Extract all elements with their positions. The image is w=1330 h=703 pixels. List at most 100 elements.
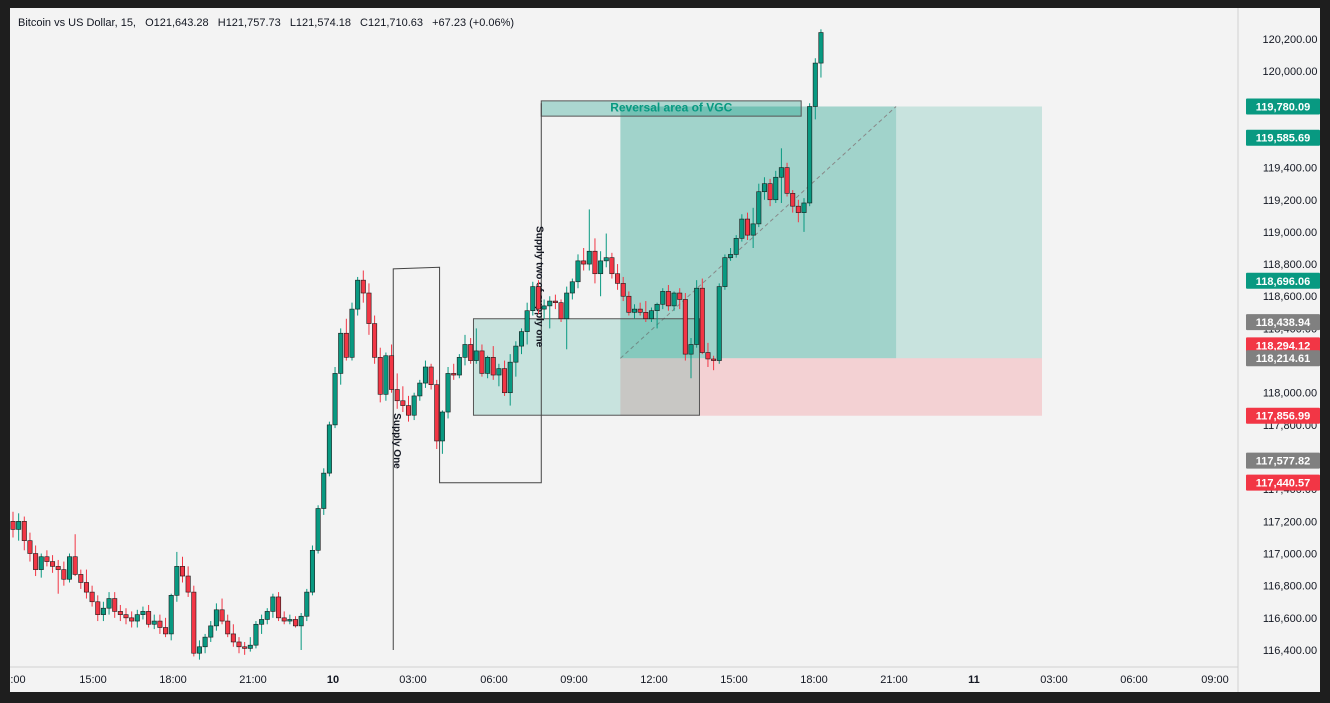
price-tag-label: 118,214.61 <box>1256 353 1310 365</box>
candle-body <box>434 384 440 442</box>
price-tag-bg <box>1246 474 1320 491</box>
candle-body <box>767 183 773 201</box>
candle-body <box>473 350 479 361</box>
price-tag-label: 119,780.09 <box>1256 101 1310 113</box>
candle-body <box>722 257 728 287</box>
candle-body <box>699 287 705 353</box>
candle-body <box>27 540 33 554</box>
candle-body <box>541 305 547 310</box>
symbol-legend: Bitcoin vs US Dollar, 15, O121,643.28 H1… <box>18 17 520 29</box>
candle-body <box>44 556 50 562</box>
candle-body <box>677 292 683 300</box>
candle-body <box>603 257 609 262</box>
candle-body <box>496 368 502 376</box>
candle-body <box>569 281 575 294</box>
candle-body <box>163 627 169 635</box>
candle-body <box>417 382 423 397</box>
candle-body <box>490 357 496 376</box>
reversal-label: Reversal area of VGC <box>610 101 732 115</box>
candle-body <box>89 591 95 603</box>
candle-body <box>55 566 61 570</box>
y-tick-label: 117,200.00 <box>1263 516 1317 528</box>
candle-body <box>456 357 462 376</box>
candle-body <box>790 193 796 207</box>
price-tag-bg <box>1246 350 1320 367</box>
candle-body <box>807 106 813 204</box>
price-tag-label: 118,696.06 <box>1256 276 1310 288</box>
x-tick-label: 18:00 <box>800 674 828 686</box>
candle-body <box>502 368 508 394</box>
price-tag-bg <box>1246 272 1320 289</box>
candle-body <box>157 620 163 628</box>
candle-body <box>292 619 298 627</box>
y-tick-label: 117,000.00 <box>1263 549 1317 561</box>
candle-body <box>586 250 592 265</box>
candle-body <box>112 598 118 612</box>
price-tag-bg <box>1246 129 1320 146</box>
candle-body <box>253 623 259 646</box>
candle-body <box>66 556 72 580</box>
candle-body <box>174 566 180 596</box>
candle-body <box>485 357 491 374</box>
candle-body <box>468 344 474 361</box>
candle-body <box>360 279 366 294</box>
candle-body <box>287 619 293 622</box>
candle-body <box>756 191 762 225</box>
candle-body <box>372 323 378 358</box>
candle-body <box>405 405 411 416</box>
y-tick-label: 120,200.00 <box>1262 34 1317 46</box>
candle-body <box>276 596 282 619</box>
target-zone-extension <box>896 106 1042 359</box>
candle-body <box>259 619 265 625</box>
supply-one-label: Supply One <box>391 413 402 469</box>
candle-body <box>202 636 208 648</box>
candle-body <box>631 308 637 313</box>
y-tick-label: 116,400.00 <box>1263 645 1317 657</box>
candle-body <box>784 167 790 194</box>
candle-body <box>321 472 327 509</box>
y-tick-label: 119,200.00 <box>1263 195 1317 207</box>
candle-body <box>146 611 152 625</box>
candle-body <box>264 611 270 620</box>
candle-body <box>21 521 27 541</box>
x-tick-label: 10 <box>327 674 339 686</box>
x-tick-label: 06:00 <box>480 674 508 686</box>
candle-body <box>236 641 242 648</box>
candle-body <box>247 644 253 649</box>
y-tick-label: 118,000.00 <box>1263 388 1317 400</box>
candle-body <box>733 238 739 255</box>
candle-body <box>50 561 56 567</box>
x-tick-label: 09:00 <box>1201 674 1229 686</box>
y-tick-label: 118,600.00 <box>1263 291 1317 303</box>
candle-body <box>598 260 604 275</box>
candle-body <box>812 62 818 107</box>
legend-change: +67.23 (+0.06%) <box>432 17 515 29</box>
candle-body <box>575 260 581 283</box>
candle-body <box>298 615 304 627</box>
candle-body <box>95 601 101 615</box>
x-tick-label: 15:00 <box>79 674 107 686</box>
entry-target-dashed-line <box>620 106 897 359</box>
candle-body <box>688 344 694 355</box>
candle-body <box>185 575 191 593</box>
candle-body <box>389 355 395 390</box>
candle-body <box>355 279 361 310</box>
candle-body <box>394 389 400 402</box>
candle-body <box>208 625 214 638</box>
candle-body <box>151 620 157 625</box>
x-tick-label: 15:00 <box>720 674 748 686</box>
candle-body <box>230 633 236 643</box>
price-tag-label: 117,440.57 <box>1256 478 1310 490</box>
candle-body <box>38 556 44 570</box>
x-tick-label: 21:00 <box>239 674 267 686</box>
candle-body <box>338 332 344 374</box>
candle-body <box>462 344 468 358</box>
candle-body <box>134 614 140 622</box>
candle-body <box>366 292 372 324</box>
candle-body <box>507 361 513 394</box>
price-tag-bg <box>1246 452 1320 469</box>
candle-body <box>332 373 338 426</box>
candle-body <box>16 521 22 530</box>
legend-open: O121,643.28 <box>145 17 209 29</box>
